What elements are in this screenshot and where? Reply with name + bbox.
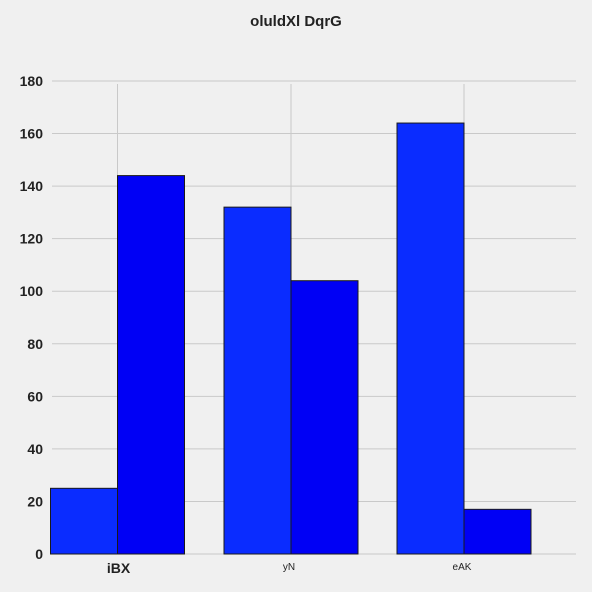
y-tick-label: 20 bbox=[27, 493, 43, 509]
bar-layer bbox=[50, 122, 532, 555]
x-tick-label: iBX bbox=[107, 560, 131, 576]
chart-title: oluldXl DqrG bbox=[250, 13, 342, 30]
y-tick-label: 160 bbox=[20, 126, 44, 142]
y-axis-ticks: 0 20 40 60 80 100 120 140 160 180 bbox=[20, 73, 44, 562]
bar bbox=[223, 206, 292, 555]
y-tick-label: 140 bbox=[20, 178, 44, 194]
x-tick-label: eAK bbox=[453, 562, 472, 573]
y-tick-label: 100 bbox=[20, 283, 44, 299]
bar bbox=[50, 487, 118, 555]
y-tick-label: 40 bbox=[27, 441, 43, 457]
x-tick-label: yN bbox=[283, 562, 295, 573]
y-tick-label: 60 bbox=[27, 388, 43, 404]
x-axis-ticks: iBX yN eAK bbox=[107, 560, 472, 576]
y-tick-label: 80 bbox=[27, 336, 43, 352]
bar bbox=[290, 280, 359, 555]
bar bbox=[463, 508, 532, 555]
bar bbox=[396, 122, 465, 555]
y-tick-label: 0 bbox=[35, 546, 43, 562]
bar bbox=[117, 175, 185, 555]
y-tick-label: 120 bbox=[20, 231, 44, 247]
y-tick-label: 180 bbox=[20, 73, 44, 89]
